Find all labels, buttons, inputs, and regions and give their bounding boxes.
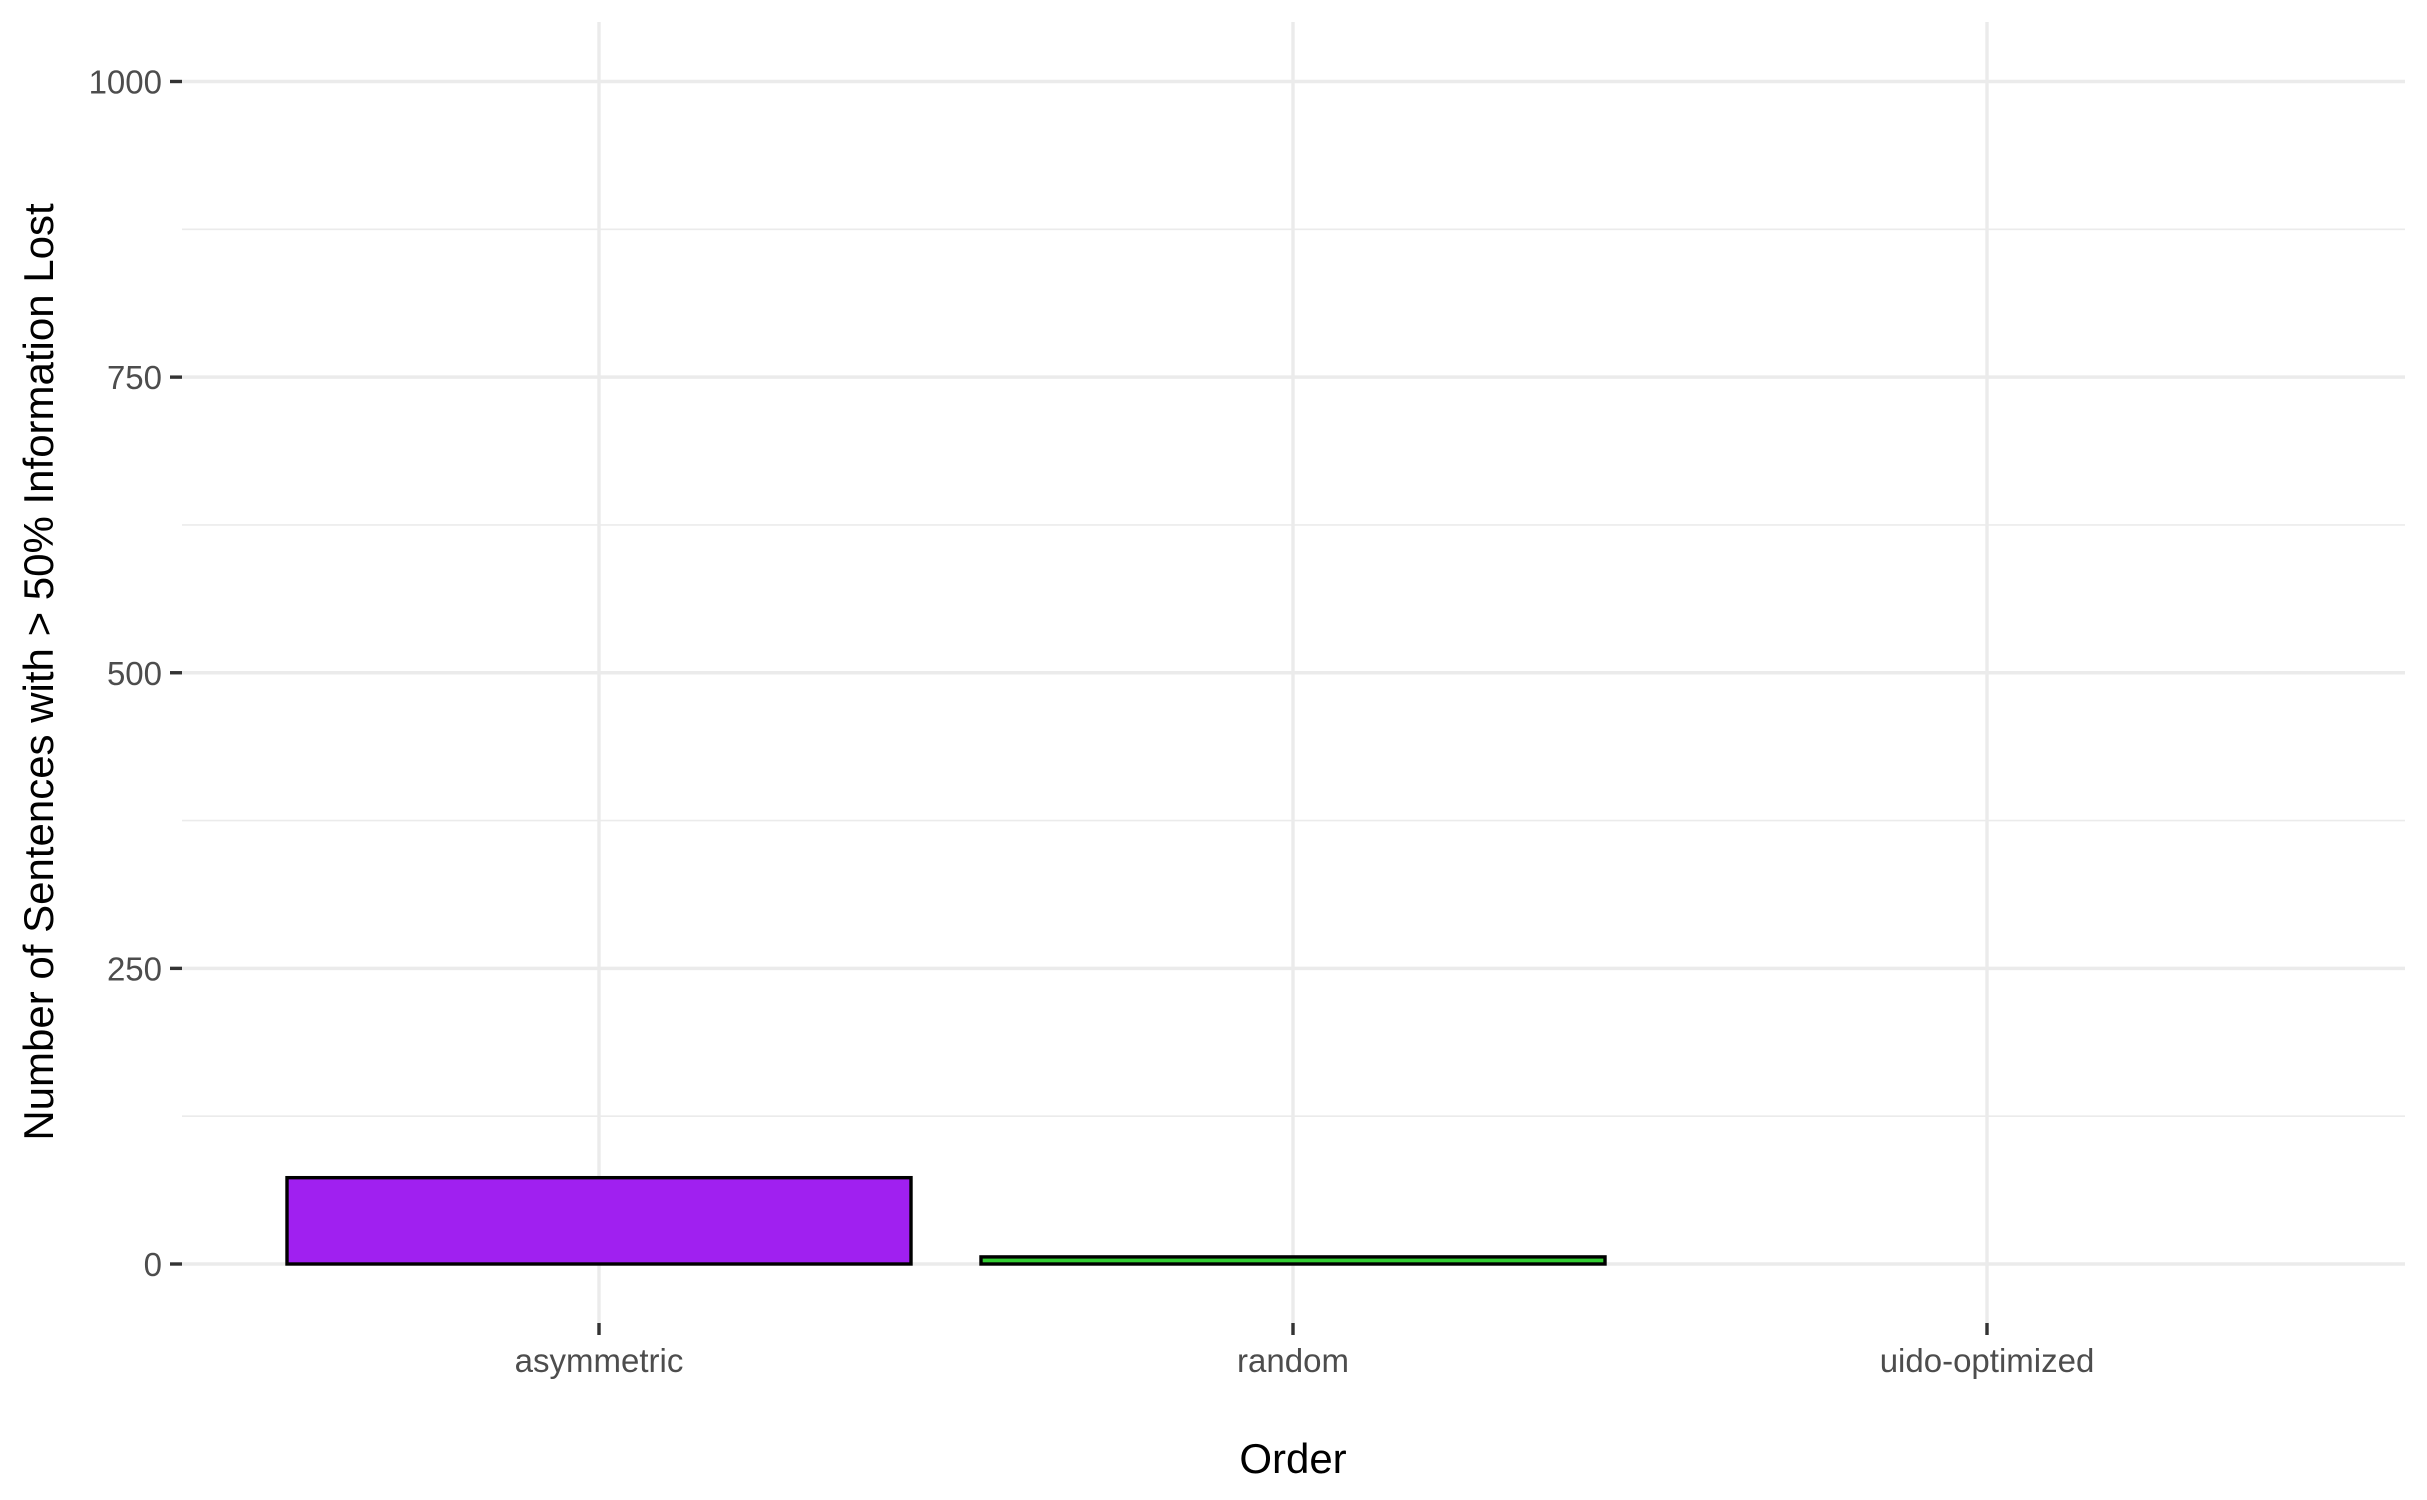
bar-random bbox=[979, 1255, 1607, 1266]
y-tick-label: 250 bbox=[107, 950, 162, 987]
gridlines bbox=[182, 22, 2405, 1335]
x-tick-label: uido-optimized bbox=[1880, 1342, 2095, 1379]
x-tick-label: asymmetric bbox=[515, 1342, 684, 1379]
y-tick-label: 0 bbox=[144, 1246, 162, 1283]
y-tick-label: 500 bbox=[107, 655, 162, 692]
bar-asymmetric bbox=[285, 1175, 913, 1266]
x-axis-title: Order bbox=[1239, 1435, 1346, 1482]
x-tick-label: random bbox=[1237, 1342, 1349, 1379]
y-axis-title: Number of Sentences with > 50% Informati… bbox=[15, 203, 62, 1141]
bars bbox=[285, 1175, 1607, 1266]
tick-labels: 0 250 500 750 1000 asymmetric random uido-optim… bbox=[89, 64, 2095, 1380]
y-tick-label: 750 bbox=[107, 359, 162, 396]
axis-ticks bbox=[170, 79, 1989, 1335]
y-tick-label: 1000 bbox=[89, 64, 162, 101]
